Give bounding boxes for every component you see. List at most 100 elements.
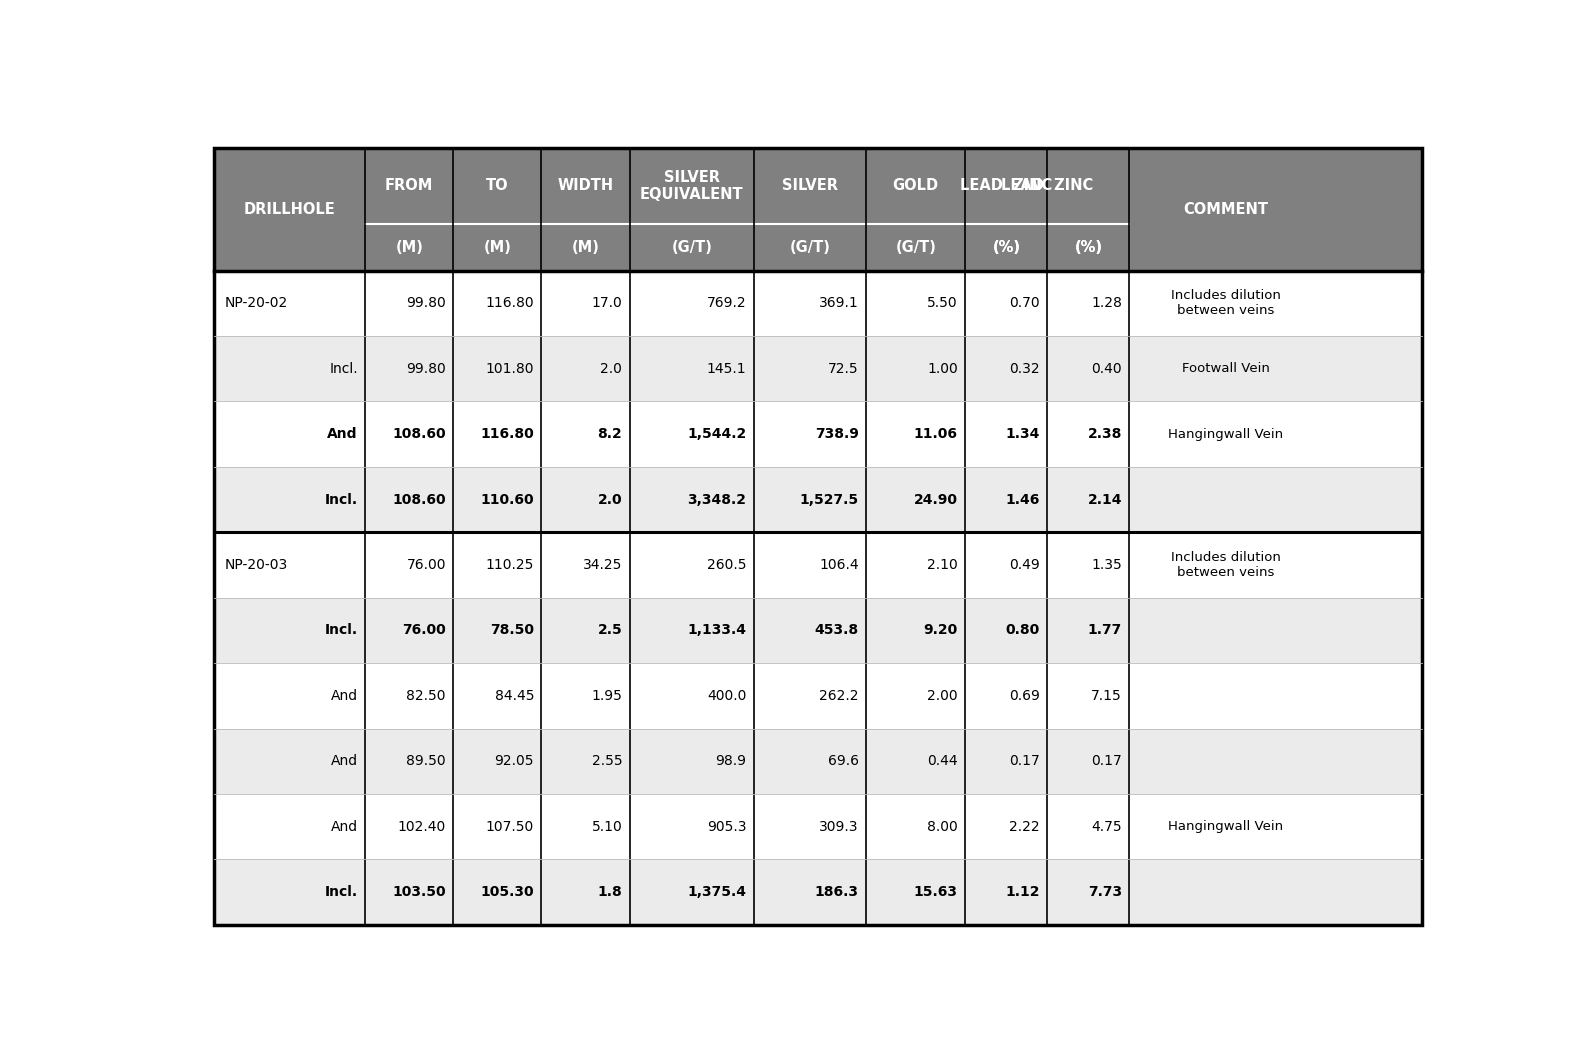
Text: 738.9: 738.9: [816, 427, 859, 441]
Text: 89.50: 89.50: [407, 754, 445, 768]
Text: 0.44: 0.44: [927, 754, 958, 768]
Text: GOLD: GOLD: [892, 178, 938, 193]
Text: 5.10: 5.10: [592, 820, 622, 834]
Text: (G/T): (G/T): [672, 240, 712, 255]
Text: 7.15: 7.15: [1092, 689, 1122, 703]
Text: 8.00: 8.00: [927, 820, 958, 834]
Bar: [214, 663, 1422, 729]
Text: 84.45: 84.45: [495, 689, 535, 703]
Bar: [214, 794, 1422, 859]
Text: 1,133.4: 1,133.4: [688, 623, 747, 637]
Bar: [214, 859, 1422, 925]
Text: 2.5: 2.5: [597, 623, 622, 637]
Text: 0.17: 0.17: [1009, 754, 1041, 768]
Text: 102.40: 102.40: [397, 820, 445, 834]
Text: 69.6: 69.6: [828, 754, 859, 768]
Text: SILVER: SILVER: [782, 178, 838, 193]
Text: 76.00: 76.00: [402, 623, 445, 637]
Bar: [214, 729, 1422, 794]
Text: LEAD  ZINC: LEAD ZINC: [1001, 178, 1093, 193]
Text: 1.46: 1.46: [1005, 493, 1041, 507]
Text: 1,527.5: 1,527.5: [800, 493, 859, 507]
Text: 0.69: 0.69: [1009, 689, 1041, 703]
Text: (%): (%): [1074, 240, 1103, 255]
Text: 1,375.4: 1,375.4: [688, 885, 747, 900]
Bar: [214, 467, 1422, 532]
Text: Incl.: Incl.: [324, 623, 358, 637]
Text: 1.95: 1.95: [592, 689, 622, 703]
Text: 1.00: 1.00: [927, 362, 958, 376]
Text: Includes dilution
between veins: Includes dilution between veins: [1171, 551, 1282, 579]
Text: 1.77: 1.77: [1088, 623, 1122, 637]
Text: 0.80: 0.80: [1005, 623, 1041, 637]
Text: 99.80: 99.80: [407, 362, 445, 376]
Text: 1.34: 1.34: [1005, 427, 1041, 441]
Text: And: And: [330, 820, 358, 834]
Text: 3,348.2: 3,348.2: [688, 493, 747, 507]
Text: And: And: [327, 427, 358, 441]
Text: (M): (M): [396, 240, 423, 255]
Text: 99.80: 99.80: [407, 296, 445, 310]
Text: Incl.: Incl.: [329, 362, 358, 376]
Text: 1,544.2: 1,544.2: [688, 427, 747, 441]
Text: 2.22: 2.22: [1009, 820, 1041, 834]
Text: And: And: [330, 754, 358, 768]
Text: 0.70: 0.70: [1009, 296, 1041, 310]
Text: 145.1: 145.1: [707, 362, 747, 376]
Text: (G/T): (G/T): [790, 240, 830, 255]
Text: 17.0: 17.0: [592, 296, 622, 310]
Text: NP-20-03: NP-20-03: [223, 558, 287, 572]
Bar: [214, 271, 1422, 336]
Text: 110.60: 110.60: [480, 493, 535, 507]
Text: 0.49: 0.49: [1009, 558, 1041, 572]
Text: NP-20-02: NP-20-02: [223, 296, 287, 310]
Text: 2.38: 2.38: [1087, 427, 1122, 441]
Text: 1.8: 1.8: [597, 885, 622, 900]
Text: (%): (%): [993, 240, 1020, 255]
Text: 369.1: 369.1: [819, 296, 859, 310]
Text: 108.60: 108.60: [393, 493, 445, 507]
Text: FROM: FROM: [385, 178, 434, 193]
Text: 769.2: 769.2: [707, 296, 747, 310]
Bar: [214, 532, 1422, 598]
Text: 15.63: 15.63: [915, 885, 958, 900]
Text: LEAD  ZINC: LEAD ZINC: [961, 178, 1052, 193]
Text: Footwall Vein: Footwall Vein: [1183, 362, 1270, 375]
Text: (%): (%): [993, 240, 1020, 255]
Text: 78.50: 78.50: [490, 623, 535, 637]
Text: 905.3: 905.3: [707, 820, 747, 834]
Text: 106.4: 106.4: [819, 558, 859, 572]
Text: 2.55: 2.55: [592, 754, 622, 768]
Text: 108.60: 108.60: [393, 427, 445, 441]
Text: DRILLHOLE: DRILLHOLE: [244, 202, 335, 217]
Text: 110.25: 110.25: [485, 558, 535, 572]
Text: (G/T): (G/T): [895, 240, 937, 255]
Text: (M): (M): [484, 240, 511, 255]
Text: 4.75: 4.75: [1092, 820, 1122, 834]
Text: 262.2: 262.2: [819, 689, 859, 703]
Text: 1.28: 1.28: [1092, 296, 1122, 310]
Bar: [214, 148, 1422, 271]
Text: (%): (%): [1074, 240, 1103, 255]
Text: 92.05: 92.05: [495, 754, 535, 768]
Bar: [214, 401, 1422, 467]
Text: 400.0: 400.0: [707, 689, 747, 703]
Text: 2.10: 2.10: [927, 558, 958, 572]
Text: 103.50: 103.50: [393, 885, 445, 900]
Text: (M): (M): [571, 240, 600, 255]
Text: 453.8: 453.8: [814, 623, 859, 637]
Text: Incl.: Incl.: [324, 885, 358, 900]
Text: 9.20: 9.20: [924, 623, 958, 637]
Text: 76.00: 76.00: [407, 558, 445, 572]
Text: And: And: [330, 689, 358, 703]
Text: 34.25: 34.25: [583, 558, 622, 572]
Text: 82.50: 82.50: [407, 689, 445, 703]
Text: 11.06: 11.06: [915, 427, 958, 441]
Text: SILVER
EQUIVALENT: SILVER EQUIVALENT: [640, 170, 744, 202]
Text: 7.73: 7.73: [1088, 885, 1122, 900]
Text: 2.0: 2.0: [600, 362, 622, 376]
Text: 309.3: 309.3: [819, 820, 859, 834]
Text: WIDTH: WIDTH: [557, 178, 613, 193]
Text: 2.00: 2.00: [927, 689, 958, 703]
Text: 105.30: 105.30: [480, 885, 535, 900]
